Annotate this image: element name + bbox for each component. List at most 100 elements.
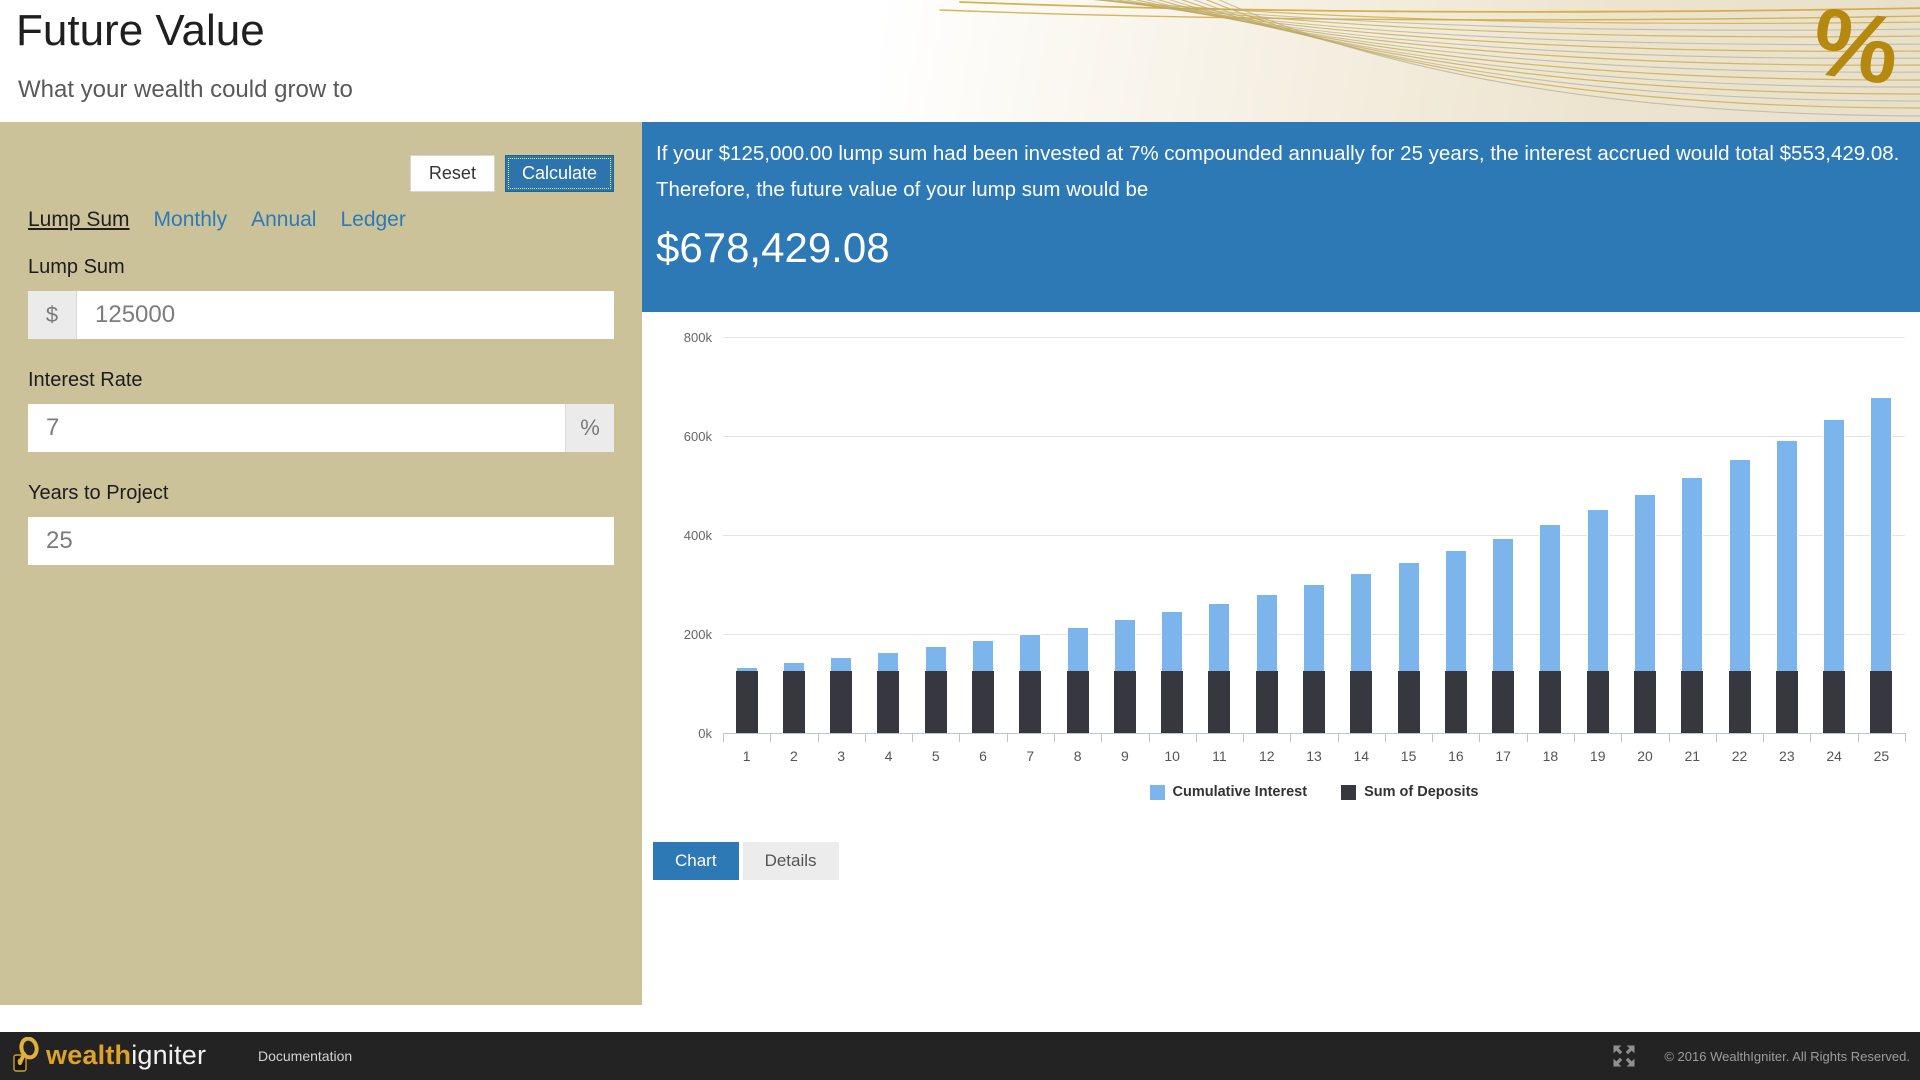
bar-slot <box>1338 337 1385 733</box>
lump-sum-input[interactable] <box>77 291 614 339</box>
x-tick-label: 3 <box>837 748 846 764</box>
stacked-bar-year-18 <box>1539 337 1562 733</box>
documentation-link[interactable]: Documentation <box>258 1048 353 1064</box>
bar-slot <box>1763 337 1810 733</box>
reset-button[interactable]: Reset <box>409 155 495 192</box>
legend-label-interest: Cumulative Interest <box>1172 784 1308 800</box>
x-axis-tick <box>1148 733 1150 742</box>
years-to-project-input[interactable] <box>28 517 614 565</box>
bar-slot <box>1669 337 1716 733</box>
x-axis-tick <box>1195 733 1197 742</box>
bar-cumulative-interest <box>1492 537 1515 672</box>
x-tick-label: 24 <box>1826 748 1842 764</box>
stacked-bar-year-1 <box>735 337 758 733</box>
x-tick-label: 4 <box>884 748 893 764</box>
bar-slot <box>1716 337 1763 733</box>
x-tick-label: 14 <box>1353 748 1370 764</box>
gridline <box>723 733 1905 734</box>
interest-rate-input[interactable] <box>28 404 565 452</box>
x-axis-tick <box>959 733 961 742</box>
x-tick-label: 13 <box>1306 748 1322 764</box>
bar-cumulative-interest <box>1066 626 1089 672</box>
x-tick-label: 22 <box>1731 748 1748 764</box>
bar-slot <box>818 337 865 733</box>
bar-slot <box>1621 337 1668 733</box>
gridline <box>723 436 1905 437</box>
bar-slot <box>1243 337 1290 733</box>
bar-sum-of-deposits <box>1492 671 1515 733</box>
x-axis-tick <box>1290 733 1292 742</box>
legend-label-deposits: Sum of Deposits <box>1364 784 1479 800</box>
calculate-button[interactable]: Calculate <box>504 155 614 192</box>
bar-cumulative-interest <box>1775 439 1798 672</box>
details-view-button[interactable]: Details <box>742 842 839 880</box>
bar-cumulative-interest <box>782 662 805 672</box>
x-axis-tick <box>1384 733 1386 742</box>
x-tick-label: 5 <box>931 748 940 764</box>
y-tick-label: 800k <box>683 330 712 345</box>
bar-slot <box>770 337 817 733</box>
bar-slot <box>1290 337 1337 733</box>
tab-lump-sum[interactable]: Lump Sum <box>28 208 130 231</box>
x-axis-tick <box>1621 733 1623 742</box>
x-tick-label: 15 <box>1400 748 1417 764</box>
x-tick-label: 9 <box>1120 748 1129 764</box>
bar-slot <box>1196 337 1243 733</box>
bar-cumulative-interest <box>1303 583 1326 672</box>
gridline <box>723 337 1905 338</box>
percent-suffix: % <box>565 404 614 452</box>
x-axis-tick <box>1432 733 1434 742</box>
bar-sum-of-deposits <box>1444 671 1467 733</box>
bar-sum-of-deposits <box>1633 671 1656 733</box>
input-panel: Reset Calculate Lump Sum Monthly Annual … <box>0 122 642 1005</box>
view-toggle: Chart Details <box>653 842 839 880</box>
x-tick-label: 2 <box>790 748 798 764</box>
x-tick-label: 1 <box>742 748 751 764</box>
bar-sum-of-deposits <box>1775 671 1798 733</box>
tab-annual[interactable]: Annual <box>251 208 317 231</box>
stacked-bar-year-7 <box>1019 337 1042 733</box>
bar-slot <box>723 337 770 733</box>
x-tick-label: 21 <box>1684 748 1701 764</box>
x-axis-tick <box>817 733 819 742</box>
fullscreen-icon[interactable] <box>1610 1042 1638 1070</box>
bar-sum-of-deposits <box>1066 671 1089 733</box>
chart-view-button[interactable]: Chart <box>653 842 739 880</box>
footer-right: © 2016 WealthIgniter. All Rights Reserve… <box>1610 1032 1910 1080</box>
bar-cumulative-interest <box>1397 562 1420 672</box>
bar-sum-of-deposits <box>1208 671 1231 733</box>
x-axis-tick <box>1668 733 1670 742</box>
bar-cumulative-interest <box>1161 611 1184 672</box>
x-axis-tick <box>1763 733 1765 742</box>
stacked-bar-year-17 <box>1492 337 1515 733</box>
chart-plot <box>723 337 1905 734</box>
result-banner: If your $125,000.00 lump sum had been in… <box>642 122 1920 312</box>
bar-slot <box>1480 337 1527 733</box>
x-axis-tick <box>1053 733 1055 742</box>
lump-sum-label: Lump Sum <box>28 256 125 278</box>
result-value: $678,429.08 <box>656 224 890 271</box>
x-tick-label: 6 <box>979 748 987 764</box>
stacked-bar-year-12 <box>1255 337 1278 733</box>
lump-sum-input-group: $ <box>28 291 614 339</box>
tab-monthly[interactable]: Monthly <box>153 208 228 231</box>
chart-legend: Cumulative Interest Sum of Deposits <box>723 784 1905 800</box>
x-axis-tick <box>1006 733 1008 742</box>
bar-cumulative-interest <box>1019 633 1042 672</box>
legend-item-deposits: Sum of Deposits <box>1341 784 1478 800</box>
stacked-bar-year-6 <box>972 337 995 733</box>
bar-cumulative-interest <box>1728 458 1751 672</box>
bar-sum-of-deposits <box>1397 671 1420 733</box>
result-summary: If your $125,000.00 lump sum had been in… <box>656 142 1900 201</box>
bar-sum-of-deposits <box>877 671 900 733</box>
bar-cumulative-interest <box>972 640 995 672</box>
bar-sum-of-deposits <box>782 671 805 733</box>
brand-logo[interactable]: wealthigniter <box>12 1037 206 1073</box>
percent-icon: % <box>1805 0 1906 106</box>
x-tick-label: 23 <box>1779 748 1795 764</box>
x-axis-tick <box>912 733 914 742</box>
bar-sum-of-deposits <box>1823 671 1846 733</box>
x-tick-label: 16 <box>1448 748 1464 764</box>
tab-ledger[interactable]: Ledger <box>340 208 406 231</box>
